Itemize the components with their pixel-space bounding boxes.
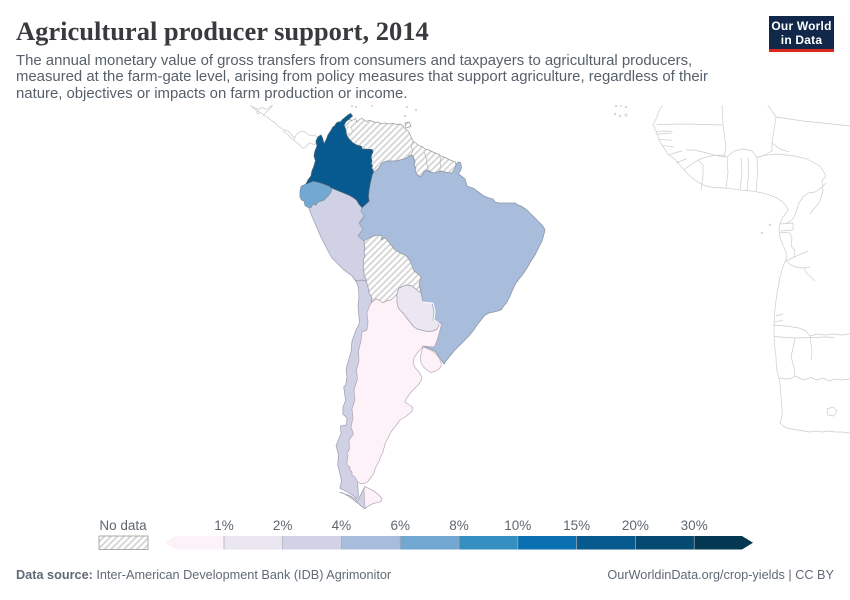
svg-text:30%: 30%: [681, 518, 708, 533]
svg-text:2%: 2%: [273, 518, 293, 533]
svg-text:20%: 20%: [622, 518, 649, 533]
svg-text:10%: 10%: [504, 518, 531, 533]
svg-text:4%: 4%: [332, 518, 352, 533]
svg-text:6%: 6%: [390, 518, 410, 533]
svg-text:1%: 1%: [214, 518, 234, 533]
svg-text:15%: 15%: [563, 518, 590, 533]
svg-text:8%: 8%: [449, 518, 469, 533]
svg-text:No data: No data: [99, 518, 147, 533]
